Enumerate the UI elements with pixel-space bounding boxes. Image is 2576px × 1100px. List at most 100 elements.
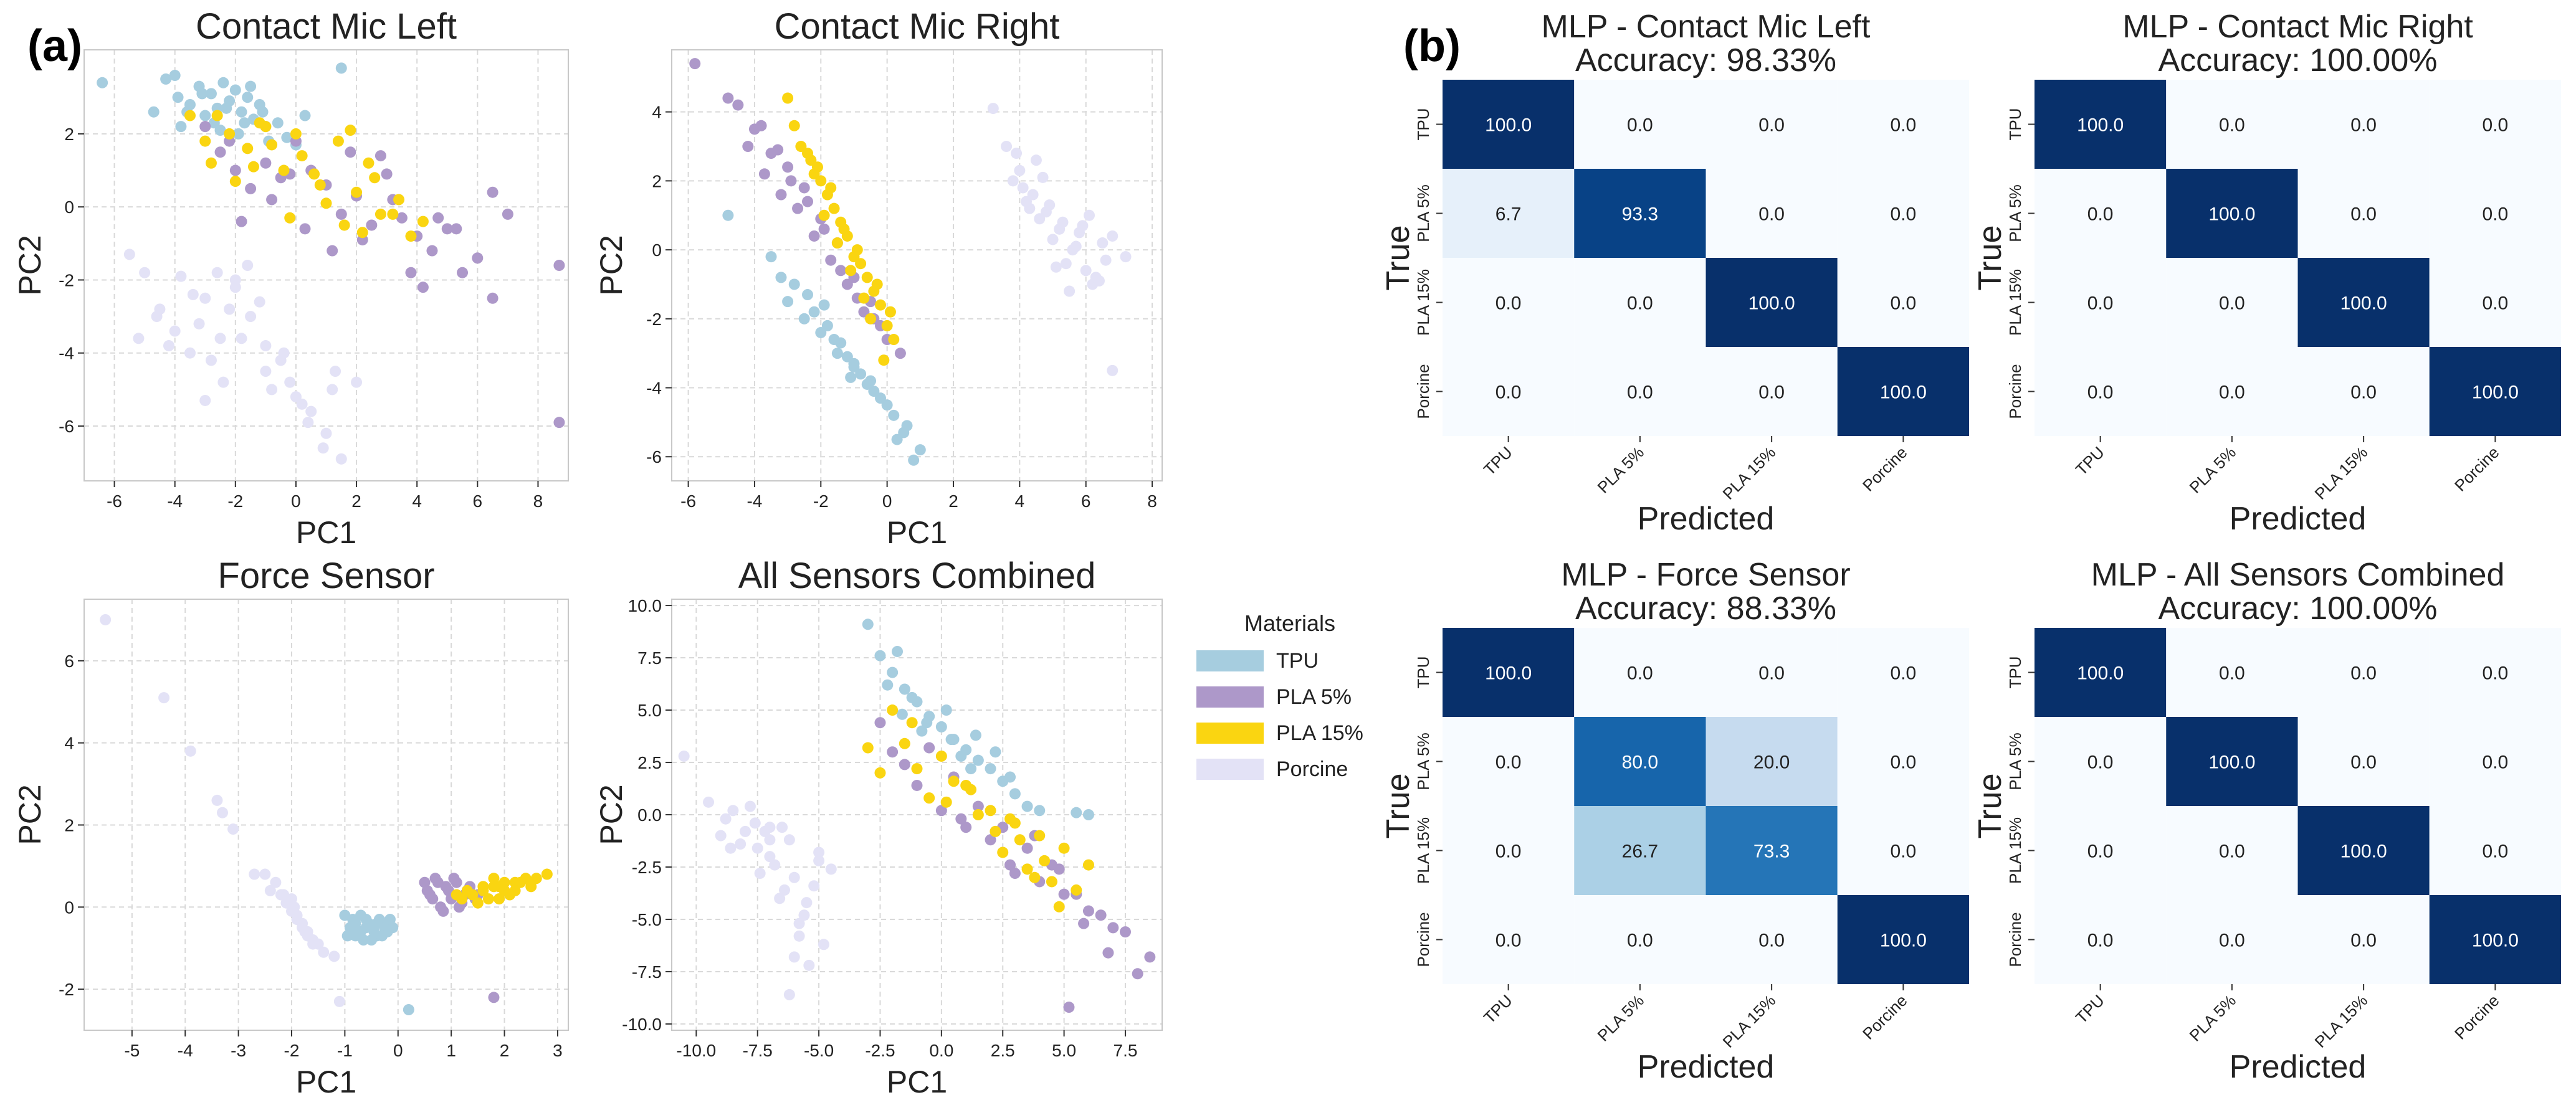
tick-label-y: 4: [64, 734, 74, 753]
data-point: [217, 807, 228, 818]
data-point: [1097, 237, 1109, 249]
cell-value: 100.0: [2472, 382, 2519, 403]
data-point: [270, 876, 282, 888]
tick-label-x: 8: [1147, 491, 1157, 511]
matrix-cell: [2035, 347, 2167, 436]
data-point: [749, 817, 761, 829]
cell-value: 93.3: [1622, 204, 1658, 225]
data-point: [247, 161, 259, 173]
series-pla-15-: [184, 110, 429, 242]
matrix-cell: [1574, 169, 1706, 258]
data-point: [813, 855, 825, 866]
matrix-cell: [2297, 895, 2430, 984]
data-point: [861, 272, 873, 283]
data-point: [299, 110, 311, 121]
data-point: [242, 143, 254, 154]
matrix-cell: [2166, 628, 2298, 717]
tick-label-x: 2: [948, 491, 958, 511]
data-point: [305, 405, 317, 417]
data-point: [798, 313, 810, 325]
legend-item-pla-5: PLA 5%: [1196, 679, 1383, 715]
data-point: [355, 909, 366, 921]
data-point: [1107, 364, 1119, 376]
data-point: [802, 289, 814, 301]
data-point: [345, 146, 356, 158]
cell-value: 0.0: [2350, 115, 2377, 136]
cell-value: 0.0: [2483, 115, 2509, 136]
data-point: [169, 70, 181, 82]
data-point: [875, 392, 887, 404]
data-point: [199, 394, 211, 406]
data-point: [774, 893, 786, 904]
plot-frame: [83, 599, 569, 1031]
data-point: [308, 168, 320, 180]
data-point: [884, 306, 896, 318]
data-point: [1001, 141, 1013, 153]
data-point: [553, 417, 565, 429]
data-point: [906, 691, 918, 703]
data-point: [239, 117, 250, 129]
cell-value: 0.0: [2483, 663, 2509, 684]
data-point: [801, 897, 813, 909]
y-axis-label: PC2: [12, 235, 47, 295]
data-point: [214, 146, 226, 158]
data-point: [798, 182, 810, 194]
data-point: [1107, 922, 1119, 934]
cell-value: 0.0: [2350, 752, 2377, 773]
data-point: [242, 260, 254, 271]
y-axis-label: True: [1972, 774, 2008, 839]
data-point: [245, 183, 257, 194]
tick-label-x: -4: [178, 1041, 193, 1060]
matrix-cell: [1443, 347, 1575, 436]
data-point: [1021, 863, 1033, 875]
matrix-cell: [2297, 80, 2430, 169]
tick-label-x: 6: [1081, 491, 1091, 511]
data-point: [327, 384, 338, 396]
data-point: [720, 813, 732, 825]
data-point: [461, 884, 473, 896]
data-point: [1030, 154, 1042, 166]
data-point: [371, 917, 383, 929]
data-point: [403, 1004, 414, 1016]
data-point: [172, 92, 184, 103]
cell-value: 0.0: [1891, 204, 1917, 225]
data-point: [289, 901, 300, 913]
cell-value: 80.0: [1622, 752, 1658, 773]
data-point: [972, 809, 984, 820]
x-axis-label: PC1: [887, 515, 947, 550]
matrix-cell: [2297, 806, 2430, 895]
tick-label-y: 0: [64, 898, 74, 917]
data-point: [1058, 888, 1070, 900]
row-label: PLA 15%: [2006, 817, 2025, 884]
data-point: [1009, 788, 1021, 800]
cell-value: 0.0: [2483, 204, 2509, 225]
data-point: [972, 754, 984, 766]
data-point: [278, 347, 290, 359]
data-point: [811, 161, 823, 173]
confusion-matrix-panels: 100.0 0.0 0.0 0.0 6.7 93.3 0.0 0.0 0.0 0.0 100.0 0.…: [1380, 9, 2561, 1085]
data-point: [229, 164, 241, 176]
data-point: [374, 208, 386, 220]
cell-value: 0.0: [2219, 115, 2245, 136]
cell-value: 0.0: [1891, 663, 1917, 684]
data-point: [1132, 968, 1143, 980]
cell-value: 100.0: [1748, 293, 1795, 314]
data-point: [366, 934, 378, 946]
data-point: [732, 99, 744, 111]
data-point: [302, 417, 314, 429]
cell-value: 100.0: [1485, 663, 1532, 684]
data-point: [722, 209, 734, 221]
data-point: [1064, 285, 1076, 297]
data-point: [278, 164, 290, 176]
data-point: [351, 186, 363, 198]
data-point: [158, 692, 170, 704]
data-point: [426, 245, 438, 257]
data-point: [1021, 842, 1033, 854]
matrix-cell: [2166, 258, 2298, 347]
data-point: [740, 825, 751, 837]
cell-value: 0.0: [1496, 382, 1522, 403]
data-point: [387, 208, 399, 220]
data-point: [987, 103, 999, 115]
column-label: PLA 15%: [2311, 991, 2372, 1051]
data-point: [1047, 234, 1059, 245]
